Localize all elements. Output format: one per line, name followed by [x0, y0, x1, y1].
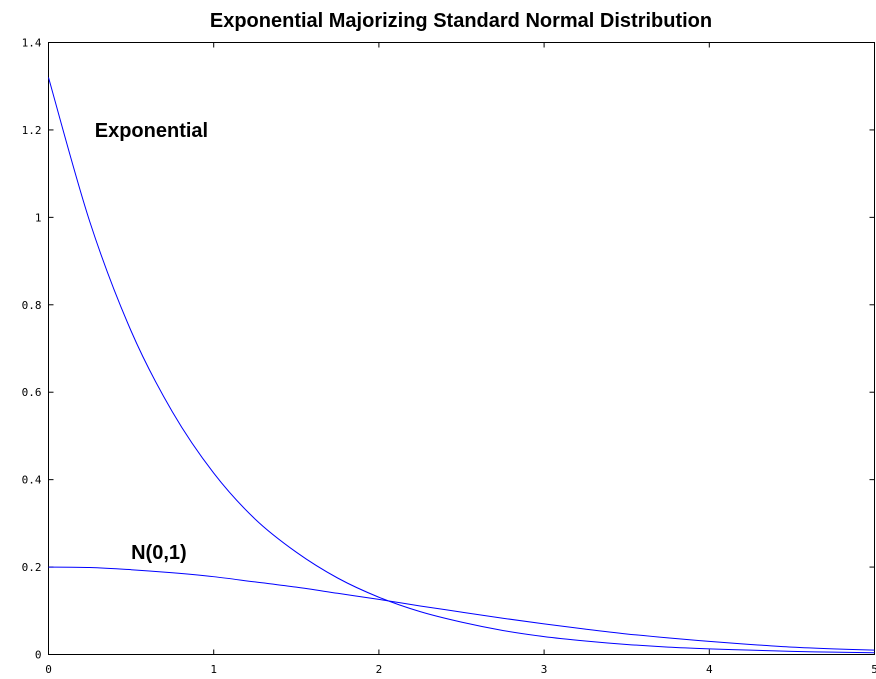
axis-ticks: [48, 42, 875, 655]
y-tick-label: 0.8: [22, 299, 42, 312]
annotation-1: Exponential: [95, 120, 208, 142]
x-tick-label: 1: [210, 663, 217, 676]
series-line-1: [48, 77, 875, 654]
y-tick-label: 1.4: [22, 37, 42, 50]
y-tick-label: 1: [35, 211, 42, 224]
plot-frame: [48, 42, 875, 655]
y-tick-label: 0: [35, 649, 42, 662]
y-tick-label: 0.4: [22, 474, 42, 487]
x-tick-label: 2: [376, 663, 383, 676]
x-tick-label: 0: [45, 663, 52, 676]
data-series: [48, 77, 875, 654]
annotations: Exponential N(0,1): [95, 120, 208, 564]
y-tick-label: 0.6: [22, 386, 42, 399]
x-tick-label: 3: [541, 663, 548, 676]
axis-tick-labels: 0 1 2 3 4 5 0 0.2 0.4 0.6 0.8 1 1.2 1.4: [22, 37, 876, 677]
series-line-2: [48, 566, 875, 651]
y-tick-label: 1.2: [22, 124, 42, 137]
y-tick-label: 0.2: [22, 561, 42, 574]
annotation-2: N(0,1): [131, 542, 187, 564]
x-tick-label: 5: [871, 663, 876, 676]
x-tick-label: 4: [706, 663, 713, 676]
chart-title: Exponential Majorizing Standard Normal D…: [210, 10, 712, 32]
